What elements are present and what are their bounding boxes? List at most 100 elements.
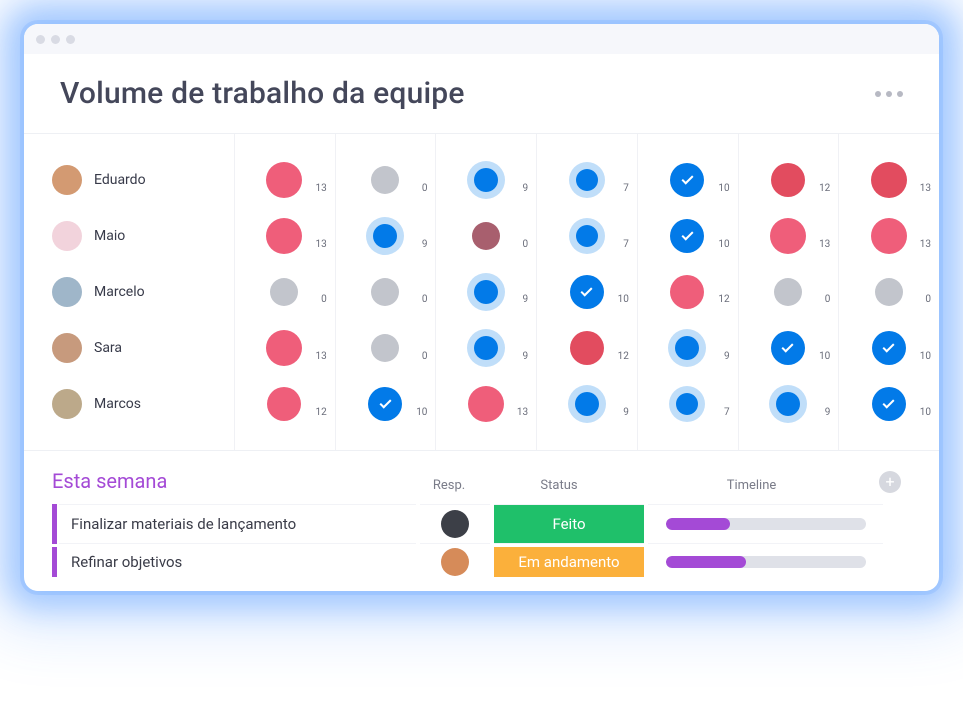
workload-cell[interactable]: 9	[435, 330, 536, 366]
workload-cell[interactable]: 13	[838, 162, 939, 198]
workload-bubble-icon	[368, 387, 402, 421]
workload-cell[interactable]: 10	[536, 275, 637, 309]
workload-cell[interactable]: 9	[738, 386, 839, 422]
member-name[interactable]: Maio	[94, 228, 125, 244]
member-avatar[interactable]	[52, 277, 82, 307]
task-assignee-cell[interactable]	[420, 547, 490, 577]
workload-cell[interactable]: 9	[536, 386, 637, 422]
task-timeline-cell[interactable]	[648, 547, 883, 577]
workload-count: 13	[920, 239, 931, 250]
ellipsis-dot-icon	[897, 91, 903, 97]
workload-cell[interactable]: 13	[435, 386, 536, 422]
workload-cell[interactable]: 0	[234, 275, 335, 309]
workload-cell[interactable]: 7	[536, 162, 637, 198]
workload-count: 0	[925, 294, 931, 305]
add-column-button[interactable]: +	[879, 471, 901, 493]
task-timeline-cell[interactable]	[648, 504, 883, 544]
workload-cell[interactable]: 0	[738, 275, 839, 309]
workload-cell[interactable]: 13	[738, 218, 839, 254]
group-accent	[52, 504, 57, 544]
workload-bubble-icon	[266, 330, 302, 366]
column-header-resp: Resp.	[414, 478, 484, 493]
workload-cell[interactable]: 0	[335, 330, 436, 366]
member-name[interactable]: Sara	[94, 340, 122, 356]
workload-count: 10	[920, 351, 931, 362]
workload-cell[interactable]: 0	[335, 162, 436, 198]
workload-cell[interactable]: 9	[435, 275, 536, 309]
workload-row: Sara 130 9 12 9 10 10	[24, 320, 939, 376]
member-avatar[interactable]	[52, 389, 82, 419]
workload-cell[interactable]: 0	[335, 275, 436, 309]
workload-cell[interactable]: 12	[536, 330, 637, 366]
workload-cell[interactable]: 12	[637, 275, 738, 309]
task-row[interactable]: Finalizar materiais de lançamento Feito	[24, 501, 939, 547]
workload-bubble-icon	[670, 275, 704, 309]
workload-count: 13	[819, 239, 830, 250]
member-name[interactable]: Marcos	[94, 396, 141, 412]
workload-count: 0	[523, 239, 529, 250]
workload-cell[interactable]: 9	[435, 162, 536, 198]
workload-cell[interactable]: 12	[234, 386, 335, 422]
workload-cell[interactable]: 0	[838, 275, 939, 309]
check-icon	[883, 397, 895, 409]
workload-count: 9	[523, 351, 529, 362]
workload-bubble-icon	[872, 331, 906, 365]
workload-bubble-icon	[570, 275, 604, 309]
tasks-section: Esta semana Resp. Status Timeline + Fina…	[24, 451, 939, 591]
window-titlebar	[24, 24, 939, 54]
workload-bubble-icon	[575, 392, 599, 416]
task-status[interactable]: Em andamento	[494, 547, 644, 577]
workload-cell[interactable]: 0	[435, 218, 536, 254]
workload-bubble-icon	[371, 278, 399, 306]
section-title[interactable]: Esta semana	[52, 469, 414, 493]
workload-bubble-icon	[472, 222, 500, 250]
workload-cell[interactable]: 10	[335, 386, 436, 422]
task-assignee-cell[interactable]	[420, 504, 490, 544]
workload-bubble-icon	[474, 168, 498, 192]
workload-cell[interactable]: 13	[838, 218, 939, 254]
workload-bubble-icon	[776, 392, 800, 416]
workload-cell[interactable]: 13	[234, 218, 335, 254]
member-avatar[interactable]	[52, 333, 82, 363]
workload-count: 13	[920, 183, 931, 194]
workload-cell[interactable]: 9	[637, 330, 738, 366]
workload-cell[interactable]: 10	[637, 218, 738, 254]
workload-cell[interactable]: 7	[536, 218, 637, 254]
member-avatar[interactable]	[52, 165, 82, 195]
workload-cell[interactable]: 13	[234, 330, 335, 366]
more-options-button[interactable]	[875, 91, 903, 97]
workload-cell[interactable]: 10	[738, 330, 839, 366]
ellipsis-dot-icon	[886, 91, 892, 97]
member-name[interactable]: Marcelo	[94, 284, 145, 300]
workload-cell[interactable]: 13	[234, 162, 335, 198]
workload-cell[interactable]: 10	[838, 330, 939, 366]
assignee-avatar	[441, 510, 469, 538]
workload-count: 0	[422, 294, 428, 305]
task-name[interactable]: Refinar objetivos	[59, 547, 416, 577]
workload-cell[interactable]: 12	[738, 162, 839, 198]
workload-cell[interactable]: 7	[637, 386, 738, 422]
workload-count: 0	[422, 183, 428, 194]
workload-row: Marcos12101397910	[24, 376, 939, 432]
page-header: Volume de trabalho da equipe	[24, 54, 939, 133]
workload-count: 10	[819, 351, 830, 362]
workload-bubble-icon	[670, 163, 704, 197]
workload-count: 10	[718, 183, 729, 194]
task-status[interactable]: Feito	[494, 504, 644, 544]
workload-cell[interactable]: 10	[838, 386, 939, 422]
workload-count: 9	[724, 351, 730, 362]
timeline-bar	[666, 518, 730, 530]
workload-count: 9	[523, 183, 529, 194]
workload-cell[interactable]: 10	[637, 162, 738, 198]
ellipsis-dot-icon	[875, 91, 881, 97]
member-avatar[interactable]	[52, 221, 82, 251]
member-name[interactable]: Eduardo	[94, 172, 146, 188]
workload-row: Maio13907101313	[24, 208, 939, 264]
workload-bubble-icon	[771, 163, 805, 197]
window-dot-icon	[51, 35, 60, 44]
check-icon	[681, 229, 693, 241]
task-row[interactable]: Refinar objetivos Em andamento	[24, 547, 939, 577]
task-name[interactable]: Finalizar materiais de lançamento	[59, 504, 416, 544]
workload-count: 0	[321, 294, 327, 305]
workload-cell[interactable]: 9	[335, 218, 436, 254]
